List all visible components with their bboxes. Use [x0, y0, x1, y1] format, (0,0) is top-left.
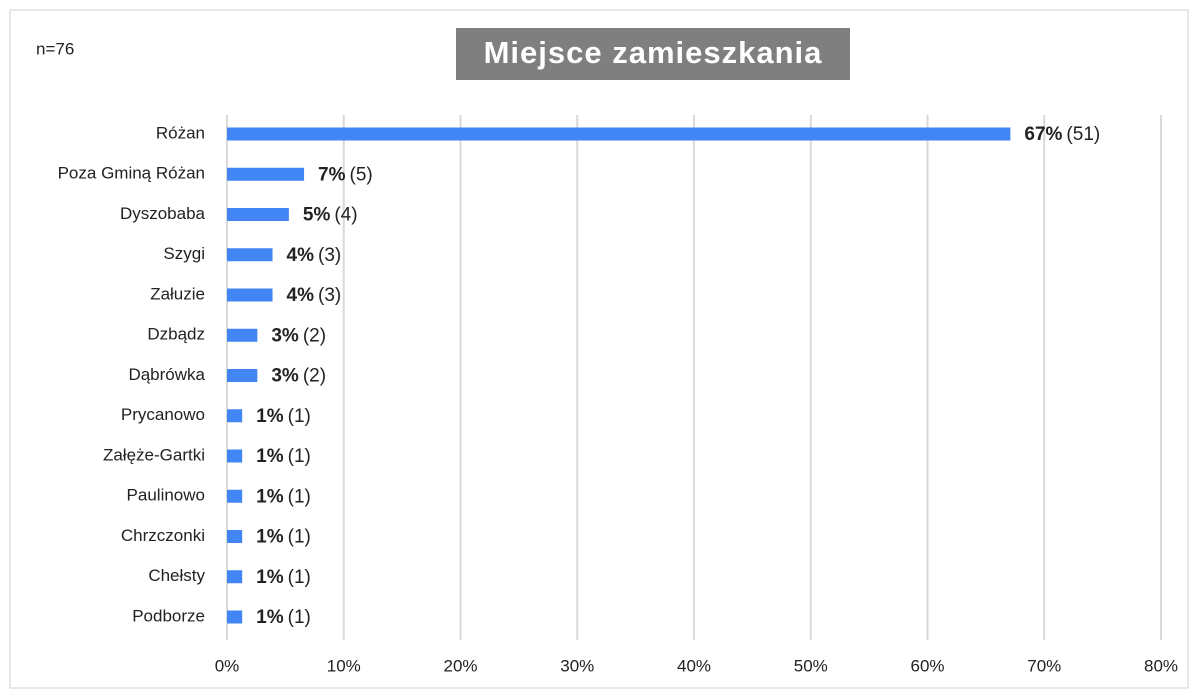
y-tick-label: Załęże-Gartki — [103, 445, 205, 464]
y-tick-label: Chełsty — [148, 566, 205, 585]
count-label: (1) — [288, 406, 311, 427]
percent-label: 1% — [256, 406, 284, 427]
percent-label: 4% — [287, 245, 315, 266]
percent-label: 5% — [303, 205, 331, 226]
bar — [227, 489, 243, 503]
bar — [227, 248, 273, 262]
bar — [227, 530, 243, 543]
percent-label: 4% — [287, 285, 315, 306]
data-label: 1% (1) — [256, 607, 311, 628]
count-label: (51) — [1066, 124, 1100, 145]
data-label: 1% (1) — [256, 406, 311, 427]
data-label: 67% (51) — [1024, 124, 1100, 145]
y-tick-label: Poza Gminą Różan — [58, 164, 205, 183]
y-tick-label: Szygi — [163, 244, 205, 263]
percent-label: 1% — [256, 607, 284, 628]
x-tick-label: 60% — [910, 656, 944, 675]
y-tick-label: Chrzczonki — [121, 526, 205, 545]
data-label: 4% (3) — [287, 285, 342, 306]
bar — [227, 409, 243, 423]
x-tick-label: 70% — [1027, 656, 1061, 675]
count-label: (1) — [288, 607, 311, 628]
percent-label: 1% — [256, 486, 284, 507]
percent-label: 7% — [318, 164, 346, 185]
data-label: 1% (1) — [256, 567, 311, 588]
chart-border — [9, 9, 1189, 689]
count-label: (5) — [350, 164, 373, 185]
percent-label: 3% — [271, 366, 299, 387]
data-label: 3% (2) — [271, 325, 326, 346]
bar — [227, 127, 1011, 141]
count-label: (2) — [303, 366, 326, 387]
annotation: n=76 — [36, 39, 74, 58]
bar — [227, 288, 273, 302]
y-tick-label: Dyszobaba — [120, 204, 206, 223]
y-tick-label: Załuzie — [150, 284, 205, 303]
y-tick-label: Różan — [156, 123, 205, 142]
data-label: 3% (2) — [271, 366, 326, 387]
x-tick-label: 40% — [677, 656, 711, 675]
y-tick-label: Prycanowo — [121, 405, 205, 424]
count-label: (1) — [288, 446, 311, 467]
x-tick-label: 80% — [1144, 656, 1178, 675]
y-tick-label: Podborze — [132, 606, 205, 625]
count-label: (3) — [318, 245, 341, 266]
bar — [227, 328, 258, 342]
data-label: 1% (1) — [256, 446, 311, 467]
data-label: 7% (5) — [318, 164, 373, 185]
x-tick-label: 50% — [794, 656, 828, 675]
y-tick-label: Paulinowo — [127, 486, 205, 505]
x-tick-label: 20% — [443, 656, 477, 675]
count-label: (1) — [288, 567, 311, 588]
x-tick-label: 30% — [560, 656, 594, 675]
chart-title: Miejsce zamieszkania — [484, 35, 823, 70]
bar — [227, 369, 258, 382]
x-tick-label: 0% — [215, 656, 240, 675]
count-label: (2) — [303, 325, 326, 346]
count-label: (3) — [318, 285, 341, 306]
data-label: 1% (1) — [256, 527, 311, 548]
data-label: 5% (4) — [303, 205, 358, 226]
percent-label: 1% — [256, 446, 284, 467]
x-tick-label: 10% — [327, 656, 361, 675]
count-label: (1) — [288, 486, 311, 507]
count-label: (1) — [288, 527, 311, 548]
percent-label: 1% — [256, 567, 284, 588]
title-box — [456, 28, 850, 80]
y-tick-label: Dąbrówka — [128, 365, 205, 384]
data-label: 4% (3) — [287, 245, 342, 266]
percent-label: 3% — [271, 325, 299, 346]
data-label: 1% (1) — [256, 486, 311, 507]
count-label: (4) — [334, 205, 357, 226]
bar — [227, 208, 289, 221]
y-tick-label: Dzbądz — [147, 325, 205, 344]
bar — [227, 167, 305, 181]
percent-label: 67% — [1024, 124, 1062, 145]
percent-label: 1% — [256, 527, 284, 548]
bar — [227, 449, 243, 463]
bar — [227, 610, 243, 624]
bar — [227, 570, 243, 584]
